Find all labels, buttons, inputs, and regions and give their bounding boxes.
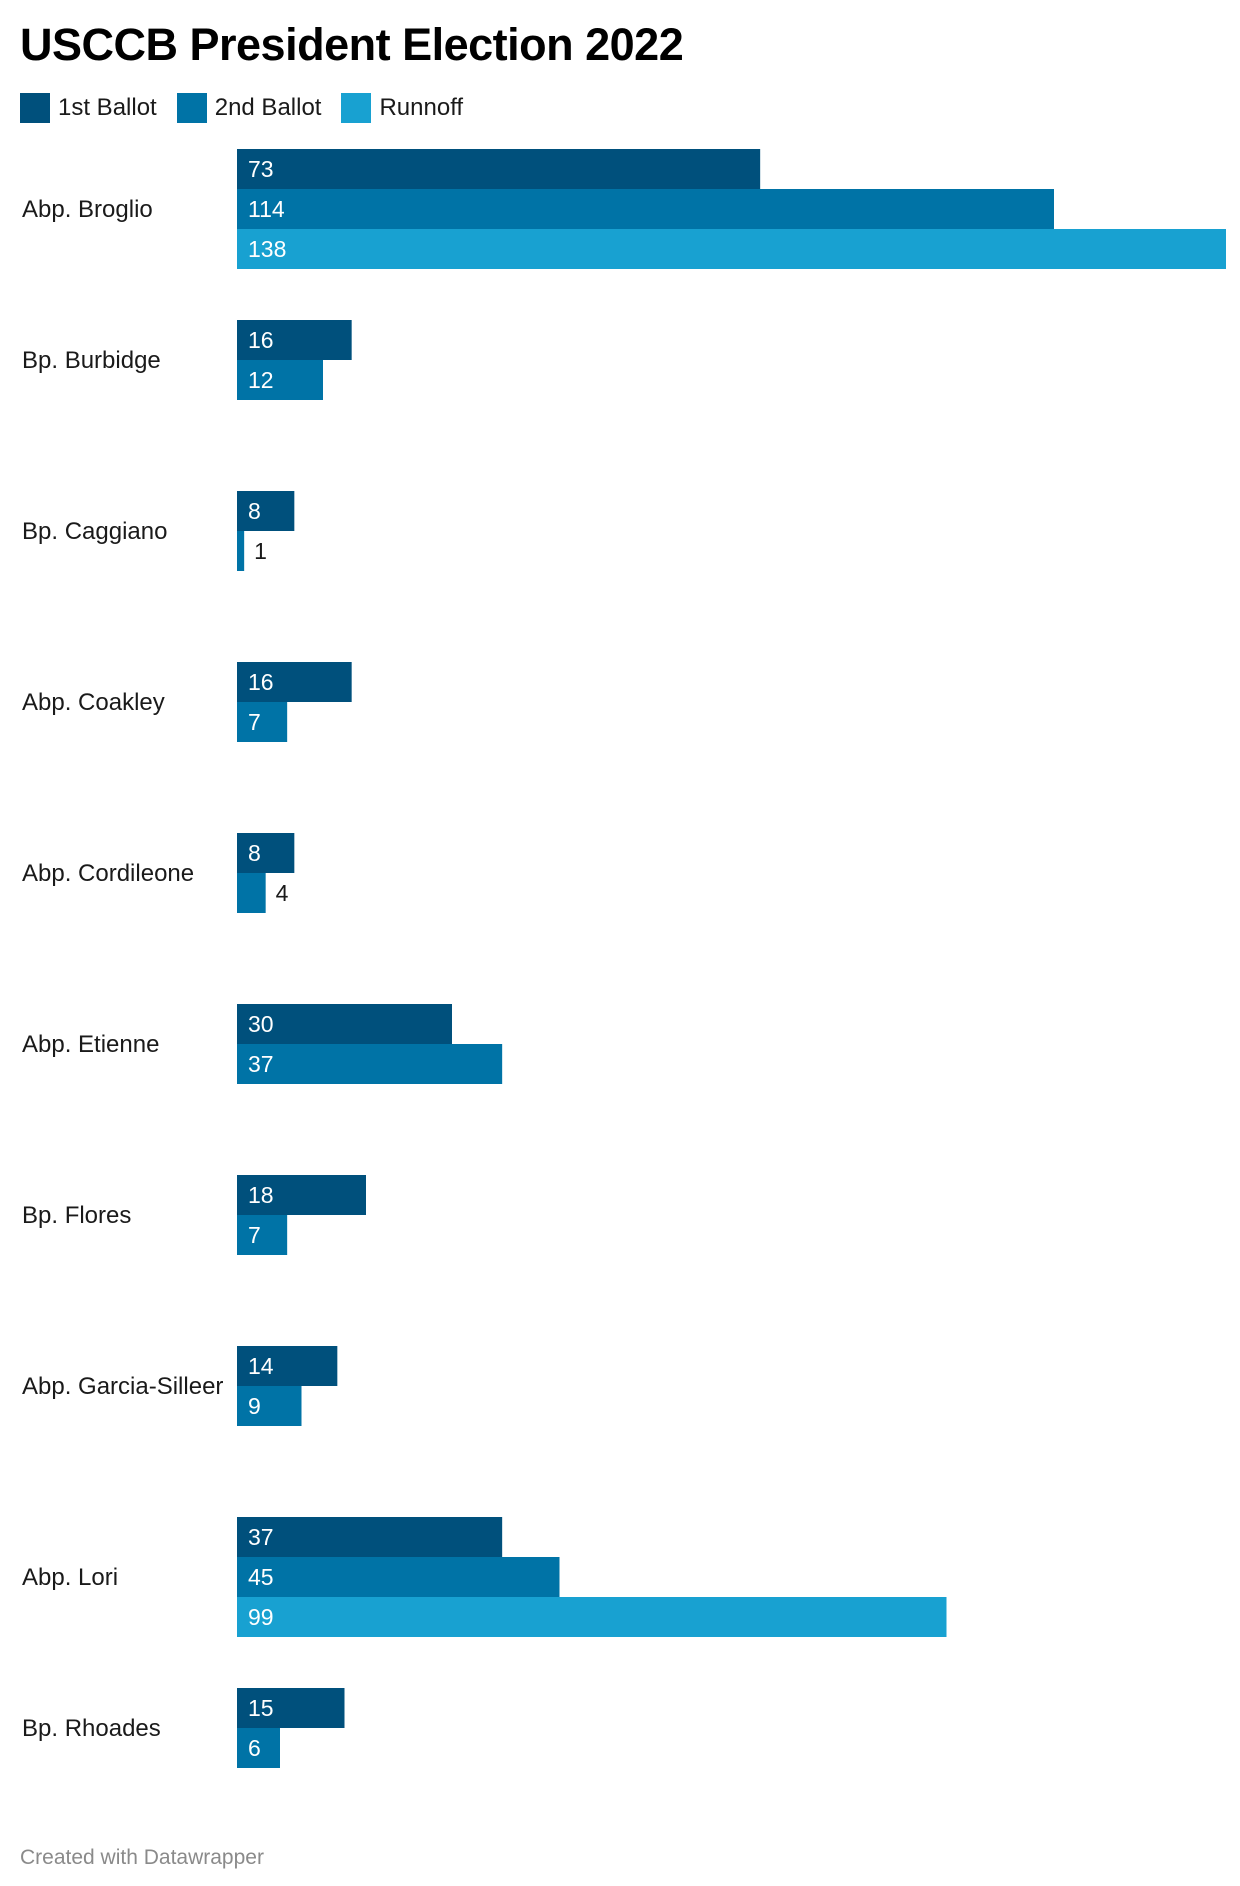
value-label-bp-burbidge-2nd-ballot: 12 xyxy=(248,367,274,393)
category-label-bp-caggiano: Bp. Caggiano xyxy=(22,518,167,545)
bar-abp-coakley-2nd-ballot xyxy=(237,702,288,742)
value-label-bp-caggiano-2nd-ballot: 1 xyxy=(254,538,267,564)
category-label-abp-coakley: Abp. Coakley xyxy=(22,689,165,716)
legend-item-2nd-ballot: 2nd Ballot xyxy=(176,93,322,123)
chart-legend: 1st Ballot 2nd Ballot Runnoff xyxy=(20,92,483,124)
bar-bp-burbidge-1st-ballot xyxy=(237,320,352,360)
bar-abp-garcia-silleer-2nd-ballot xyxy=(237,1386,302,1426)
legend-item-runnoff: Runnoff xyxy=(341,93,463,123)
category-label-abp-etienne: Abp. Etienne xyxy=(22,1031,159,1058)
bar-abp-lori-runnoff xyxy=(237,1597,947,1637)
legend-item-1st-ballot: 1st Ballot xyxy=(20,93,157,123)
value-label-abp-etienne-2nd-ballot: 37 xyxy=(248,1051,274,1077)
value-label-bp-flores-1st-ballot: 18 xyxy=(248,1182,274,1208)
bar-bp-caggiano-2nd-ballot xyxy=(237,531,245,571)
bar-abp-lori-2nd-ballot xyxy=(237,1557,560,1597)
legend-swatch-1st-ballot xyxy=(20,93,50,123)
value-label-abp-coakley-2nd-ballot: 7 xyxy=(248,709,261,735)
bar-abp-broglio-1st-ballot xyxy=(237,149,761,189)
bar-bp-burbidge-2nd-ballot xyxy=(237,360,323,400)
bar-abp-cordileone-2nd-ballot xyxy=(237,873,266,913)
footer-credit: Created with Datawrapper xyxy=(20,1846,264,1869)
value-label-bp-burbidge-1st-ballot: 16 xyxy=(248,327,274,353)
bar-abp-etienne-2nd-ballot xyxy=(237,1044,503,1084)
value-label-abp-cordileone-2nd-ballot: 4 xyxy=(276,880,289,906)
category-label-bp-flores: Bp. Flores xyxy=(22,1202,131,1229)
legend-label-1st-ballot: 1st Ballot xyxy=(58,94,157,121)
legend-swatch-2nd-ballot xyxy=(176,93,207,123)
value-label-abp-coakley-1st-ballot: 16 xyxy=(248,669,274,695)
category-label-abp-cordileone: Abp. Cordileone xyxy=(22,860,194,887)
category-label-abp-lori: Abp. Lori xyxy=(22,1564,118,1591)
bar-abp-cordileone-1st-ballot xyxy=(237,833,295,873)
bar-bp-rhoades-1st-ballot xyxy=(237,1688,345,1728)
category-label-abp-broglio: Abp. Broglio xyxy=(22,196,153,223)
value-label-abp-etienne-1st-ballot: 30 xyxy=(248,1011,274,1037)
value-label-abp-lori-2nd-ballot: 45 xyxy=(248,1564,274,1590)
value-label-abp-cordileone-1st-ballot: 8 xyxy=(248,840,261,866)
bar-abp-coakley-1st-ballot xyxy=(237,662,352,702)
bar-abp-broglio-2nd-ballot xyxy=(237,189,1054,229)
value-label-abp-broglio-2nd-ballot: 114 xyxy=(248,196,285,222)
category-label-bp-burbidge: Bp. Burbidge xyxy=(22,347,161,374)
value-label-bp-rhoades-1st-ballot: 15 xyxy=(248,1695,274,1721)
bar-abp-lori-1st-ballot xyxy=(237,1517,503,1557)
value-label-abp-lori-1st-ballot: 37 xyxy=(248,1524,274,1550)
chart-title: USCCB President Election 2022 xyxy=(20,19,684,70)
legend-label-runnoff: Runnoff xyxy=(379,94,464,121)
bar-bp-flores-1st-ballot xyxy=(237,1175,366,1215)
value-label-abp-lori-runnoff: 99 xyxy=(248,1604,274,1630)
value-label-bp-rhoades-2nd-ballot: 6 xyxy=(248,1735,261,1761)
value-label-bp-flores-2nd-ballot: 7 xyxy=(248,1222,261,1248)
category-label-bp-rhoades: Bp. Rhoades xyxy=(22,1715,161,1742)
bar-bp-caggiano-1st-ballot xyxy=(237,491,295,531)
bar-abp-etienne-1st-ballot xyxy=(237,1004,452,1044)
value-label-bp-caggiano-1st-ballot: 8 xyxy=(248,498,261,524)
legend-label-2nd-ballot: 2nd Ballot xyxy=(214,94,322,121)
bar-bp-flores-2nd-ballot xyxy=(237,1215,288,1255)
value-label-abp-garcia-silleer-1st-ballot: 14 xyxy=(248,1353,274,1379)
value-label-abp-broglio-runnoff: 138 xyxy=(248,236,286,262)
legend-swatch-runnoff xyxy=(341,93,372,123)
category-label-abp-garcia-silleer: Abp. Garcia-Silleer xyxy=(22,1373,223,1400)
bar-abp-broglio-runnoff xyxy=(237,229,1226,269)
bar-bp-rhoades-2nd-ballot xyxy=(237,1728,280,1768)
value-label-abp-garcia-silleer-2nd-ballot: 9 xyxy=(248,1393,261,1419)
bar-abp-garcia-silleer-1st-ballot xyxy=(237,1346,338,1386)
value-label-abp-broglio-1st-ballot: 73 xyxy=(248,156,274,182)
